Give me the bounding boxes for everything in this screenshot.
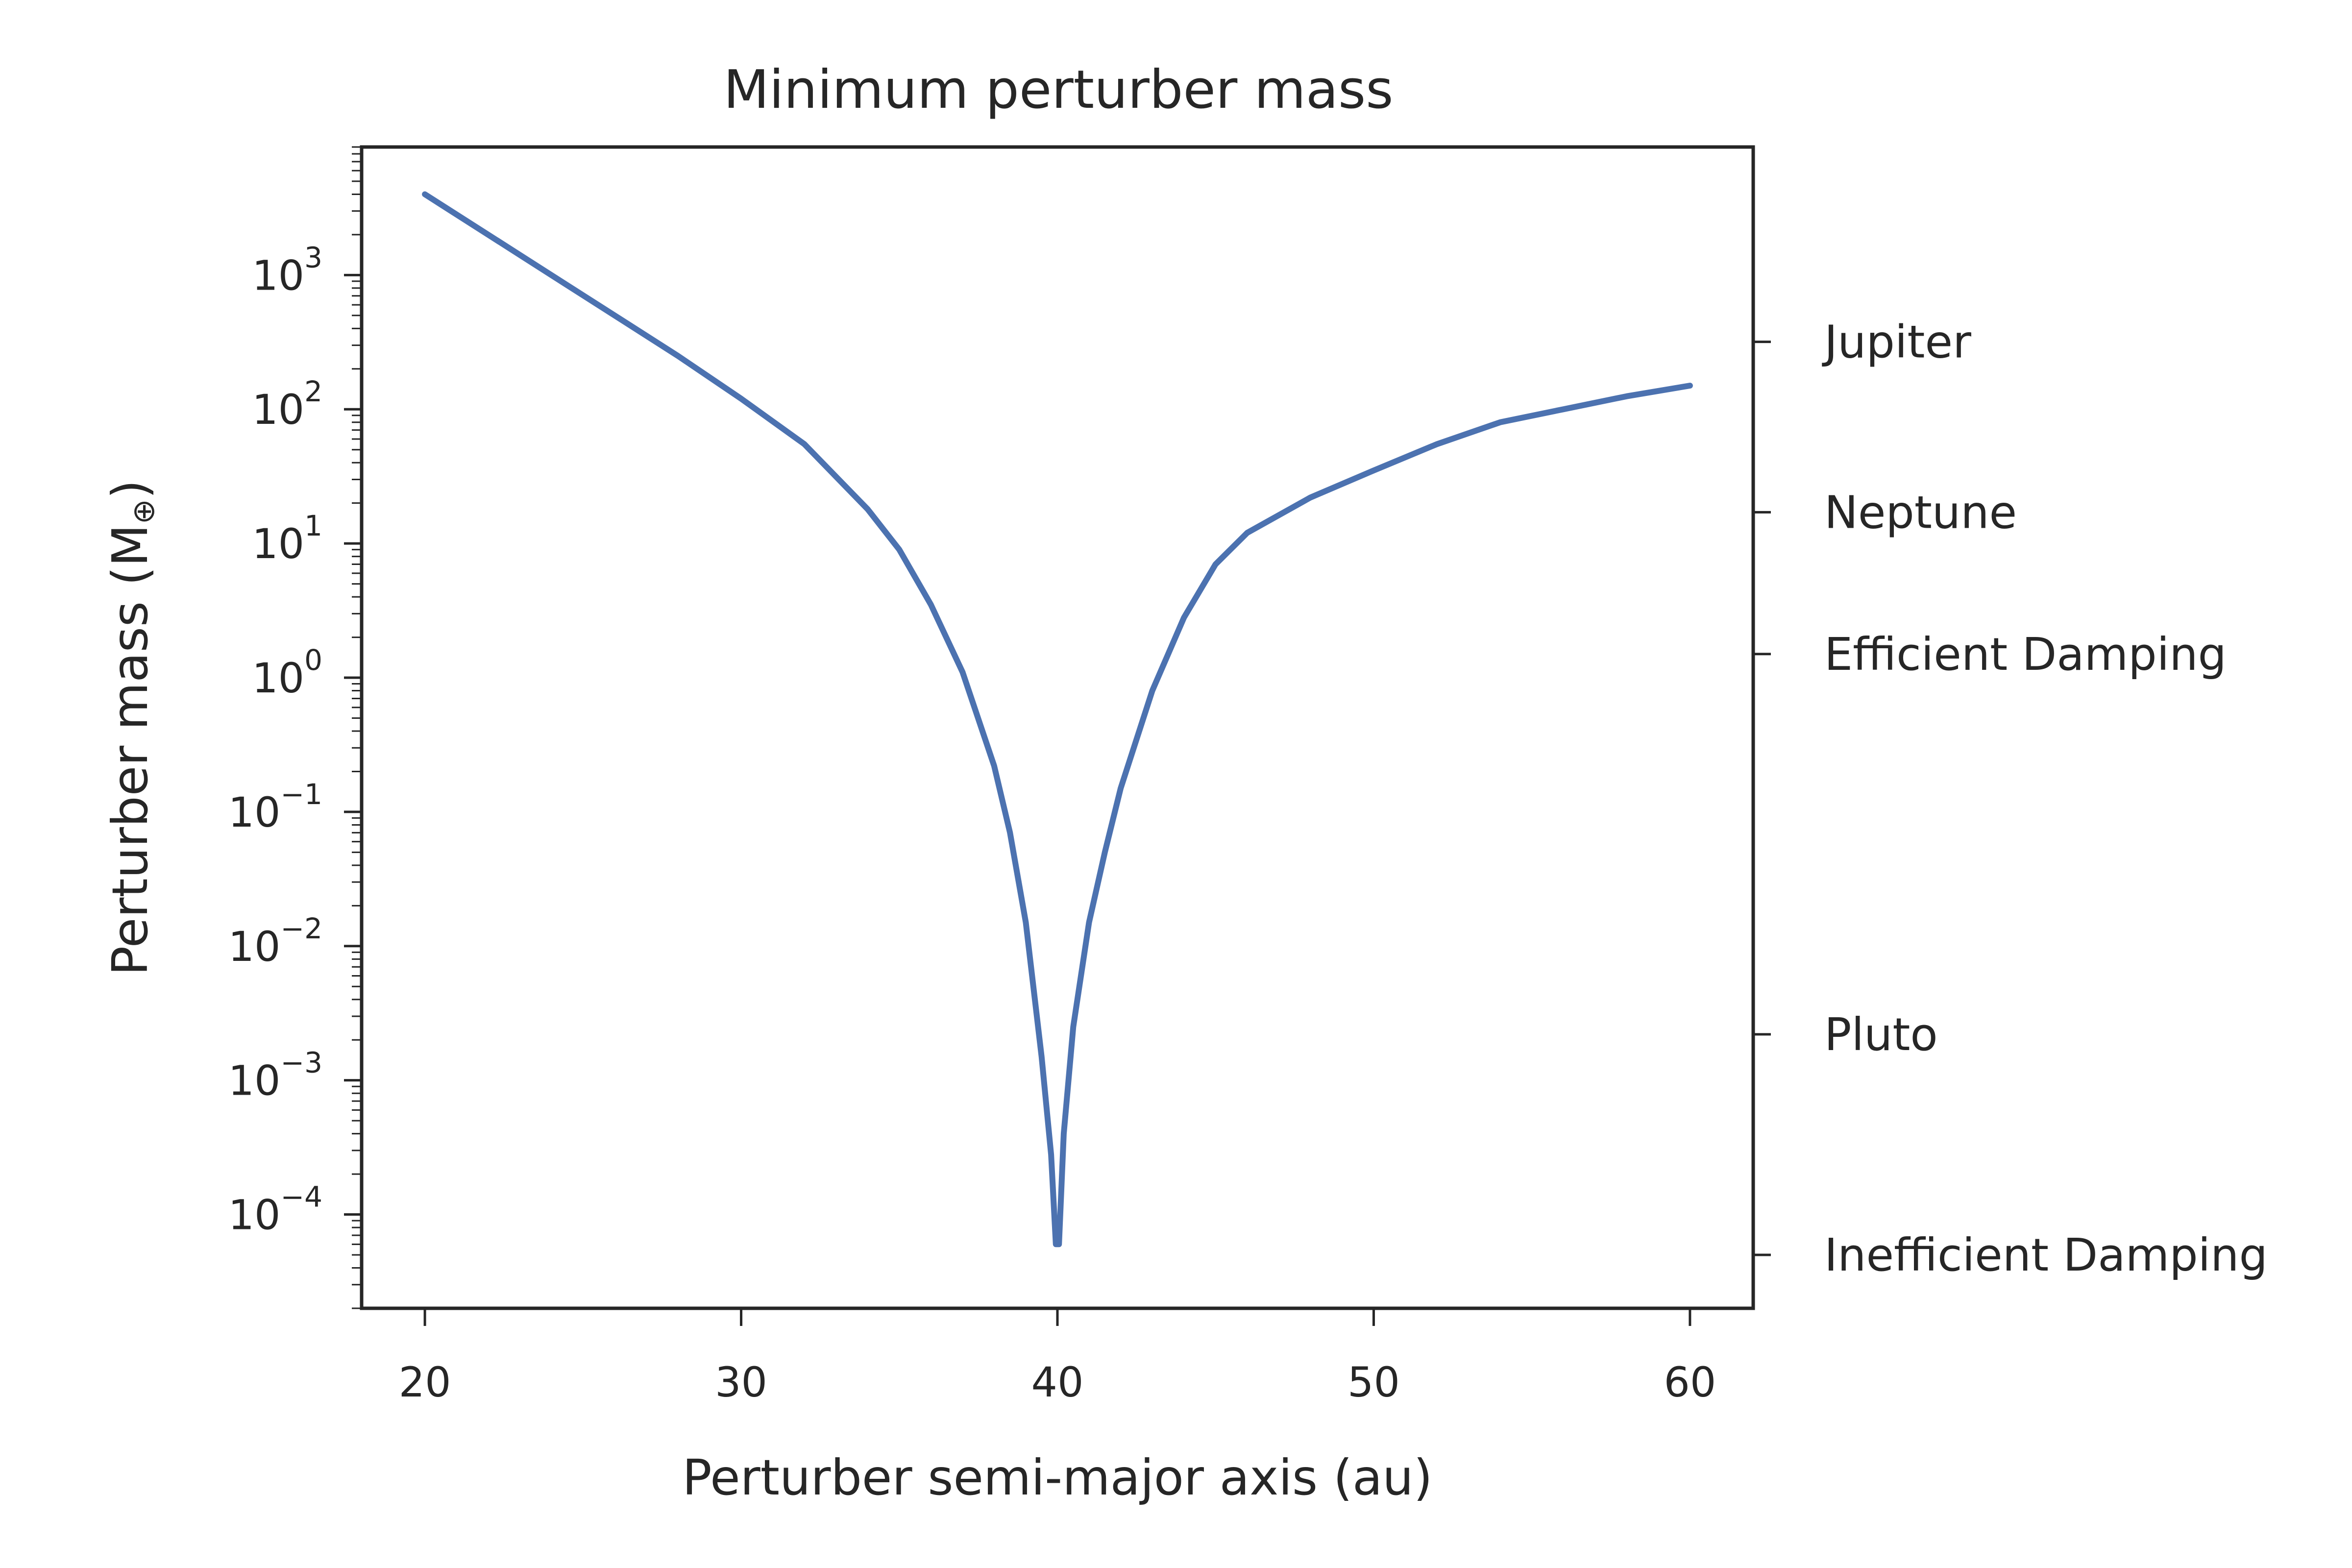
x-axis-label: Perturber semi-major axis (au): [682, 1449, 1432, 1506]
y-tick-label-7: 103: [252, 241, 322, 299]
x-tick-label-2: 40: [1031, 1358, 1084, 1406]
x-tick-label-0: 20: [399, 1358, 451, 1406]
right-ticks: Jupiter Neptune Efficient Damping Pluto Inef…: [1753, 316, 2268, 1281]
y-tick-label-2: 10−2: [228, 912, 322, 971]
y-tick-label-3: 10−1: [228, 778, 322, 836]
right-tick-label-2: Efficient Damping: [1824, 628, 2227, 681]
x-tick-label-3: 50: [1348, 1358, 1400, 1406]
y-tick-exp-6: 2: [304, 375, 322, 408]
y-tick-base-2: 10: [228, 923, 281, 971]
y-tick-exp-1: −3: [281, 1046, 323, 1079]
y-tick-label-4: 100: [252, 643, 322, 702]
y-tick-base-3: 10: [228, 788, 281, 836]
y-tick-base-5: 10: [252, 520, 304, 568]
x-ticks: 20 30 40 50 60: [399, 1308, 1716, 1406]
y-tick-label-0: 10−4: [228, 1180, 322, 1239]
right-tick-label-3: Pluto: [1824, 1008, 1938, 1061]
x-tick-label-1: 30: [715, 1358, 767, 1406]
y-axis-label: Perturber mass (M⊕): [101, 480, 161, 976]
y-tick-exp-3: −1: [281, 778, 323, 811]
x-tick-label-4: 60: [1664, 1358, 1716, 1406]
y-tick-base-6: 10: [252, 386, 304, 434]
series-line-minimum-mass: [422, 191, 1693, 1248]
y-axis-label-text: Perturber mass (M: [101, 524, 159, 976]
y-tick-exp-7: 3: [304, 241, 322, 274]
right-tick-label-0: Jupiter: [1822, 316, 1971, 368]
y-axis-label-symbol: ⊕: [125, 499, 161, 524]
y-tick-exp-4: 0: [304, 643, 322, 677]
chart-title: Minimum perturber mass: [723, 59, 1393, 121]
right-tick-label-4: Inefficient Damping: [1824, 1229, 2268, 1281]
y-tick-label-5: 101: [252, 509, 322, 568]
y-axis-label-close: ): [101, 480, 159, 499]
y-tick-base-1: 10: [228, 1057, 281, 1105]
y-tick-base-0: 10: [228, 1191, 281, 1239]
y-tick-exp-0: −4: [281, 1180, 323, 1214]
right-tick-label-1: Neptune: [1824, 486, 2017, 539]
y-tick-label-6: 102: [252, 375, 322, 434]
y-tick-base-7: 10: [252, 251, 304, 299]
y-tick-exp-5: 1: [304, 509, 322, 542]
y-tick-base-4: 10: [252, 654, 304, 702]
plot-frame: [360, 145, 1755, 1310]
y-tick-exp-2: −2: [281, 912, 323, 945]
y-tick-label-1: 10−3: [228, 1046, 322, 1105]
